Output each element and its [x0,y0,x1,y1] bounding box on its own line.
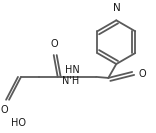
Text: HO: HO [12,118,27,128]
Text: O: O [138,69,146,79]
Text: N: N [113,3,121,13]
Text: O: O [0,105,8,115]
Text: O: O [51,39,58,49]
Text: HN: HN [65,65,80,75]
Text: N'H: N'H [62,76,80,86]
